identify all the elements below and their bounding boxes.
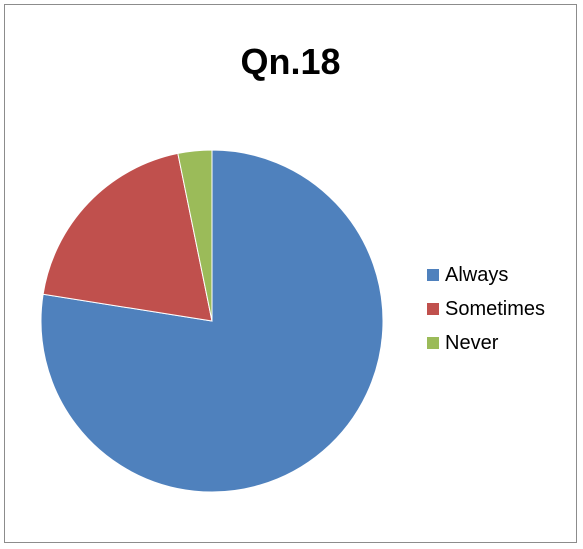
legend-swatch-never: [427, 337, 439, 349]
chart-title: Qn.18: [240, 41, 341, 82]
pie-slice-never: [177, 149, 213, 322]
chart-legend: Always Sometimes Never: [427, 258, 545, 360]
legend-item-always: Always: [427, 258, 545, 292]
legend-item-sometimes: Sometimes: [427, 292, 545, 326]
legend-label-never: Never: [445, 331, 499, 354]
legend-label-sometimes: Sometimes: [445, 297, 546, 320]
pie-slice-sometimes: [42, 152, 213, 322]
legend-item-never: Never: [427, 326, 545, 360]
legend-label-always: Always: [445, 263, 509, 286]
legend-swatch-always: [427, 269, 439, 281]
legend-swatch-sometimes: [427, 303, 439, 315]
